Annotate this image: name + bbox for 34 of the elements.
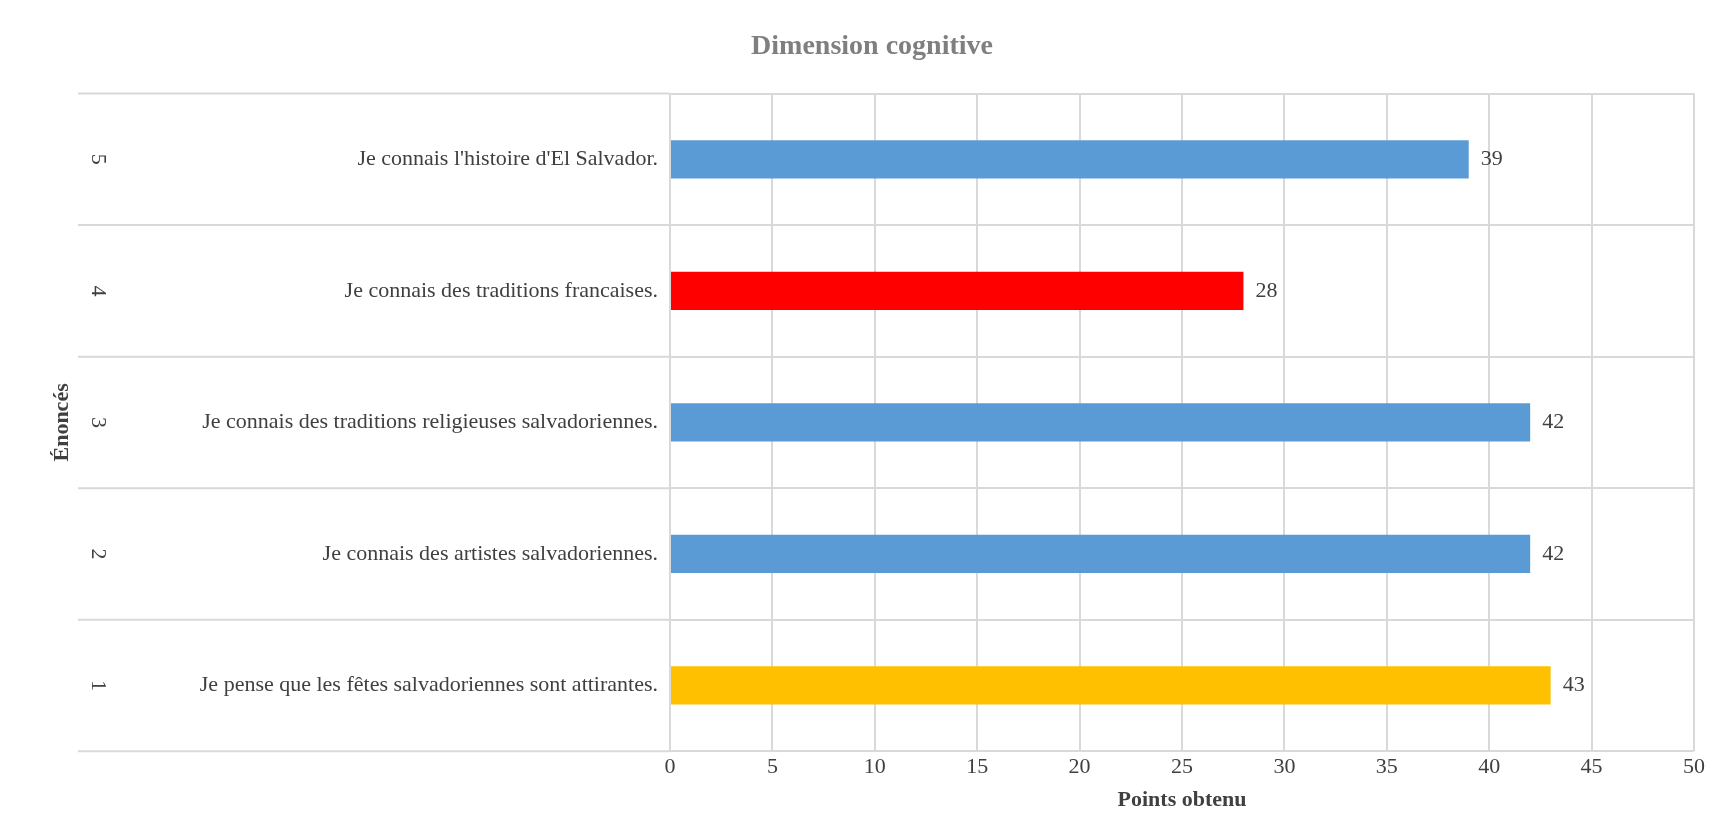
bar [671, 666, 1551, 705]
chart-title: Dimension cognitive [751, 29, 993, 61]
x-tick-label: 30 [1273, 753, 1296, 779]
x-tick-label: 35 [1375, 753, 1398, 779]
y-tick-label: Je connais des artistes salvadoriennes. [322, 539, 658, 565]
data-label: 42 [1542, 539, 1565, 565]
x-tick-label: 5 [766, 753, 778, 779]
text: Énoncés [47, 382, 73, 462]
text: 3 [87, 416, 113, 428]
text: 5 [87, 153, 113, 165]
x-tick-label: 25 [1171, 753, 1193, 779]
x-axis-title: Points obtenu [1117, 786, 1247, 812]
text: 4 [87, 285, 113, 297]
data-label: 28 [1255, 276, 1278, 302]
data-label: 39 [1480, 145, 1503, 171]
x-tick-label: 50 [1683, 753, 1705, 779]
text: 1 [87, 679, 113, 691]
x-tick-label: 40 [1478, 753, 1501, 779]
x-tick-label: 15 [966, 753, 989, 779]
y-tick-label: Je pense que les fêtes salvadoriennes sont attirantes. [199, 671, 658, 697]
data-label: 42 [1542, 408, 1565, 434]
y-tick-label: Je connais des traditions religieuses salvadoriennes. [202, 408, 658, 434]
bar [671, 403, 1531, 442]
y-tick-label: Je connais l'histoire d'El Salvador. [357, 145, 658, 171]
data-label: 43 [1562, 671, 1585, 697]
x-tick-label: 45 [1580, 753, 1603, 779]
x-tick-label: 10 [863, 753, 886, 779]
bar [671, 534, 1531, 573]
x-tick-label: 0 [664, 753, 676, 779]
y-tick-label: Je connais des traditions francaises. [344, 276, 658, 302]
x-tick-label: 20 [1068, 753, 1091, 779]
bar [671, 271, 1244, 310]
bar [671, 140, 1469, 179]
text: 2 [87, 548, 113, 560]
